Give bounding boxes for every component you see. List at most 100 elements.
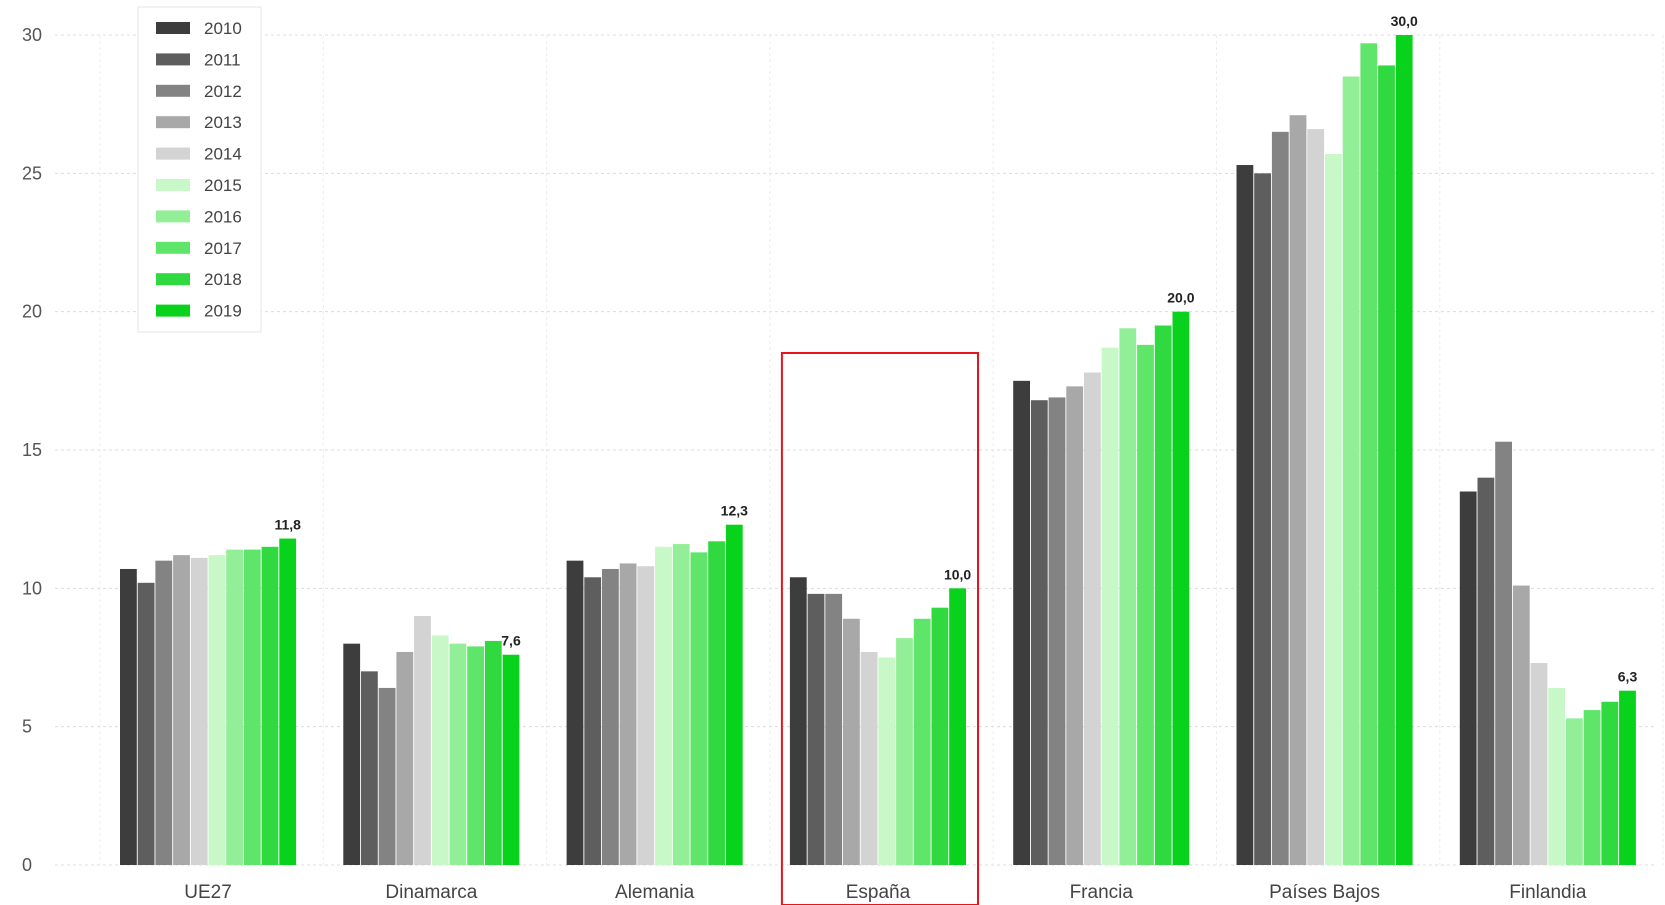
bar-2014-Países Bajos [1307, 129, 1325, 866]
y-tick-label: 0 [22, 855, 32, 875]
bar-2018-UE27 [261, 546, 279, 865]
data-label-Países Bajos: 30,0 [1391, 13, 1418, 29]
bar-2012-Francia [1048, 397, 1066, 865]
bar-2017-Francia [1137, 344, 1154, 865]
bar-2013-España [843, 618, 860, 865]
data-label-Dinamarca: 7,6 [501, 633, 521, 649]
gridlines [55, 34, 1664, 866]
bar-2013-Francia [1066, 386, 1084, 865]
highlight-box-layer [780, 352, 980, 905]
legend-swatch-2018 [156, 273, 190, 286]
bar-2017-Países Bajos [1360, 43, 1378, 866]
bar-2011-Países Bajos [1254, 173, 1271, 866]
bar-2017-España [913, 618, 931, 865]
bar-2010-España [789, 577, 807, 865]
bar-2016-Francia [1119, 328, 1137, 865]
bar-2015-España [878, 657, 896, 865]
bar-2019-Países Bajos [1395, 35, 1413, 865]
bar-2019-Alemania [725, 524, 743, 865]
bar-2013-Dinamarca [396, 651, 414, 865]
bar-2013-UE27 [173, 555, 190, 865]
bar-2019-Dinamarca [502, 654, 520, 865]
bar-2014-UE27 [190, 557, 208, 865]
legend-swatch-2019 [156, 304, 190, 317]
legend: 2010 2011 2012 2013 2014 2015 2016 2017 2018 2019 [137, 6, 262, 333]
legend-label: 2010 [204, 19, 242, 38]
legend-label: 2019 [204, 302, 242, 321]
bar-2010-Francia [1013, 380, 1030, 865]
y-tick-label: 25 [22, 163, 42, 183]
data-label-Francia: 20,0 [1167, 290, 1194, 306]
bar-2019-España [949, 588, 966, 865]
bar-2012-Dinamarca [378, 687, 396, 865]
bar-2010-UE27 [120, 568, 137, 865]
bar-2016-Dinamarca [449, 643, 467, 865]
bar-2010-Finlandia [1459, 491, 1477, 865]
x-category-label: España [846, 882, 911, 903]
data-label-Alemania: 12,3 [721, 503, 748, 519]
x-axis-category-labels: UE27 Dinamarca Alemania España Francia Países… [184, 882, 1587, 903]
legend-swatch-2013 [156, 116, 190, 129]
bar-2011-Francia [1030, 400, 1048, 865]
bar-2015-Finlandia [1548, 687, 1566, 865]
legend-swatch-2012 [156, 84, 190, 97]
bar-2011-España [807, 593, 825, 865]
legend-swatch-2014 [156, 147, 190, 160]
bar-2011-Dinamarca [361, 671, 378, 865]
y-tick-label: 5 [22, 717, 32, 737]
bar-2012-Países Bajos [1271, 131, 1289, 866]
x-category-label: UE27 [184, 882, 232, 903]
bar-2012-Finlandia [1495, 441, 1512, 865]
legend-label: 2017 [204, 239, 242, 258]
bar-2019-UE27 [279, 538, 297, 865]
data-label-España: 10,0 [944, 566, 971, 582]
bar-2015-Dinamarca [431, 635, 449, 865]
x-category-label: Finlandia [1509, 882, 1587, 903]
bar-2015-Francia [1101, 347, 1119, 866]
bar-2013-Alemania [619, 563, 637, 865]
x-category-label: Países Bajos [1269, 882, 1380, 903]
bar-2019-Finlandia [1619, 690, 1636, 865]
bar-2012-UE27 [155, 560, 173, 865]
bar-2016-Alemania [672, 544, 690, 865]
legend-label: 2011 [204, 50, 241, 69]
bar-2016-UE27 [226, 549, 243, 865]
bar-2016-Finlandia [1566, 718, 1583, 865]
bar-2017-Alemania [690, 552, 708, 865]
bar-2017-Dinamarca [467, 646, 484, 865]
x-category-label: Dinamarca [385, 882, 477, 903]
bar-2014-Francia [1084, 372, 1101, 865]
bar-2012-España [825, 593, 843, 865]
bar-2016-Países Bajos [1342, 76, 1360, 865]
bar-2013-Países Bajos [1289, 115, 1307, 865]
x-category-label: Francia [1070, 882, 1134, 903]
bar-2010-Dinamarca [343, 643, 361, 865]
highlight-box [780, 352, 980, 905]
bar-2014-Alemania [637, 566, 655, 865]
bar-2011-UE27 [137, 582, 155, 865]
legend-label: 2015 [204, 176, 242, 195]
bar-2011-Alemania [584, 577, 602, 865]
bar-2010-Países Bajos [1236, 165, 1254, 866]
legend-label: 2014 [204, 145, 242, 164]
bar-2018-Países Bajos [1378, 65, 1395, 865]
bar-2019-Francia [1172, 311, 1190, 866]
legend-swatch-2016 [156, 210, 190, 223]
bar-2014-España [860, 651, 878, 865]
data-labels: 11,8 7,6 12,3 10,0 20,0 30,0 6,3 [274, 13, 1637, 685]
legend-label: 2016 [204, 207, 242, 226]
bar-2013-Finlandia [1512, 585, 1530, 865]
bar-2018-Finlandia [1601, 701, 1619, 865]
bar-2016-España [896, 638, 913, 865]
bar-2018-Alemania [708, 541, 725, 865]
bar-2018-España [931, 607, 949, 865]
bar-2014-Dinamarca [414, 616, 431, 865]
bar-2017-Finlandia [1583, 710, 1601, 865]
y-tick-label: 10 [22, 578, 42, 598]
bar-2015-Países Bajos [1325, 153, 1342, 865]
y-axis-tick-labels: 0 5 10 15 20 25 30 [22, 25, 42, 875]
bar-2018-Francia [1154, 325, 1172, 865]
legend-swatch-2010 [156, 22, 190, 34]
legend-label: 2018 [204, 270, 242, 289]
